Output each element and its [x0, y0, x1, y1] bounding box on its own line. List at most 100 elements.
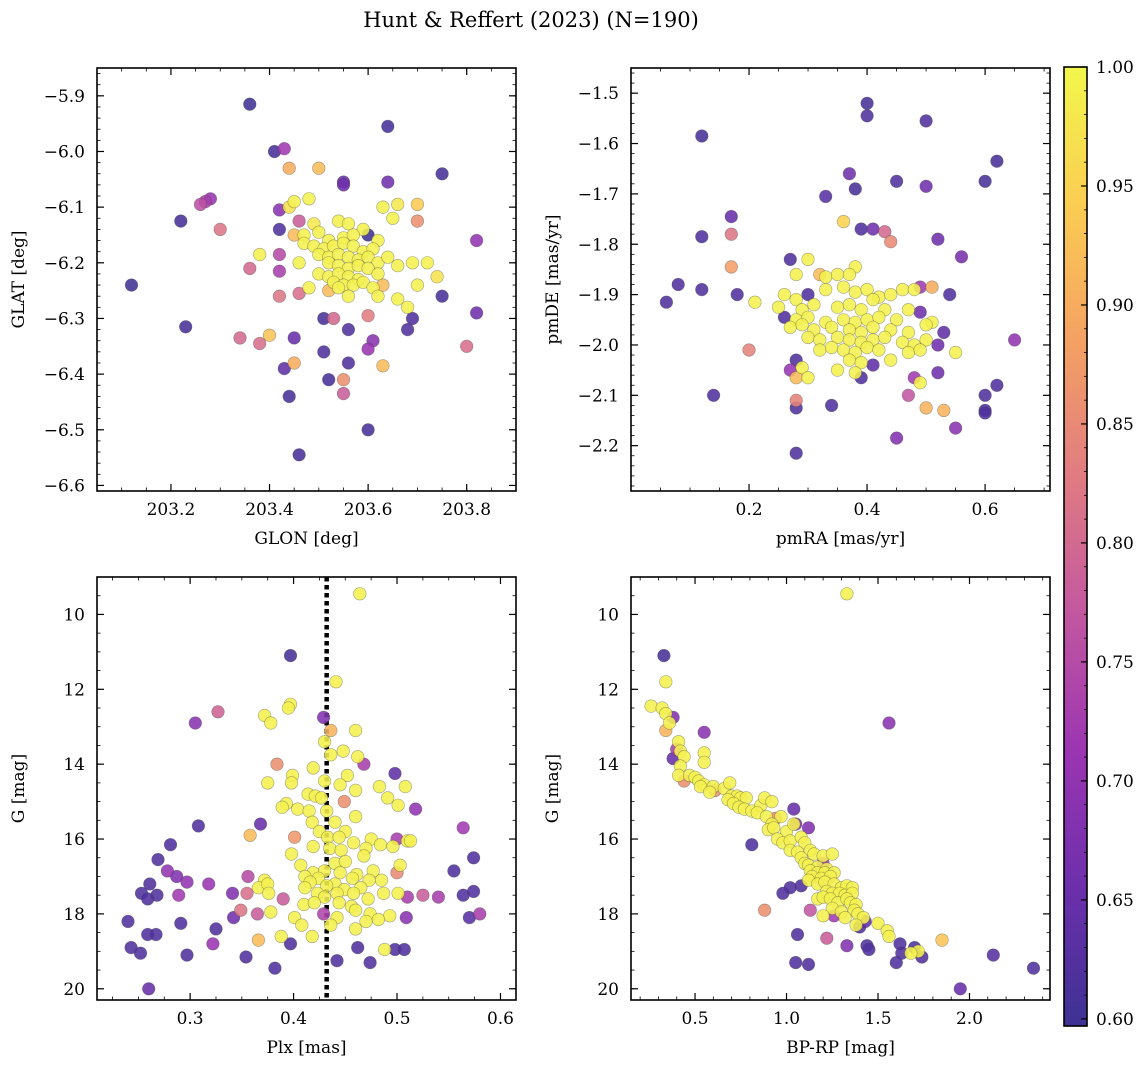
scatter-points: [644, 587, 1041, 996]
colorbar-tick-label: 0.65: [1096, 891, 1134, 911]
data-point: [986, 948, 1000, 962]
data-point: [830, 300, 845, 314]
data-point: [356, 222, 370, 236]
data-point: [381, 119, 395, 133]
x-axis-label: BP-RP [mag]: [786, 1038, 895, 1058]
data-point: [371, 289, 385, 303]
colorbar-tick-label: 0.75: [1096, 653, 1134, 673]
data-point: [264, 905, 278, 919]
data-point: [748, 295, 762, 309]
data-point: [262, 886, 276, 900]
data-point: [251, 933, 265, 947]
data-point: [341, 217, 356, 231]
data-point: [275, 800, 289, 814]
y-tick-label: −6.3: [44, 309, 85, 329]
data-point: [659, 675, 673, 689]
data-point: [351, 940, 365, 955]
axes-frame: [96, 576, 517, 1001]
data-point: [824, 398, 839, 413]
data-point: [317, 907, 331, 921]
y-tick-label: −6.0: [44, 142, 85, 162]
panel-glon-glat: 203.2 203.4 203.6 203.8 −6.6 −6.5 −6.4 −6.3 −6.2…: [9, 67, 517, 549]
data-point: [978, 388, 992, 402]
data-point: [901, 325, 916, 340]
data-point: [913, 376, 927, 390]
x-tick-label: 0.6: [972, 500, 999, 520]
data-point: [341, 323, 356, 337]
y-tick-label: 14: [63, 755, 85, 775]
data-point: [840, 587, 854, 601]
data-point: [341, 356, 356, 370]
data-point: [405, 256, 420, 270]
data-point: [174, 916, 188, 930]
data-point: [333, 866, 347, 880]
x-tick-label: 2.0: [956, 1009, 983, 1029]
data-point: [371, 267, 385, 281]
data-point: [213, 222, 227, 236]
data-point: [353, 587, 367, 601]
data-point: [391, 292, 405, 306]
data-point: [842, 167, 857, 181]
data-point: [163, 838, 178, 852]
data-point: [294, 858, 308, 872]
data-point: [467, 851, 481, 865]
data-point: [954, 250, 969, 264]
data-point: [913, 305, 927, 319]
data-point: [840, 939, 854, 953]
data-point: [790, 927, 805, 942]
data-point: [287, 331, 301, 345]
data-point: [878, 225, 892, 239]
data-point: [143, 877, 157, 891]
data-point: [283, 648, 298, 663]
data-point: [813, 343, 827, 357]
data-point: [824, 320, 839, 334]
data-point: [376, 359, 390, 373]
data-point: [141, 927, 155, 942]
y-tick-label: −1.7: [578, 185, 619, 205]
data-point: [943, 288, 957, 302]
data-point: [225, 886, 240, 900]
data-point: [371, 912, 386, 927]
colorbar: 0.60 0.65 0.70 0.75 0.80 0.85 0.90 0.95 1.00: [1063, 58, 1134, 1030]
axes-frame: [630, 67, 1051, 492]
data-point: [410, 278, 425, 292]
data-point: [357, 849, 371, 863]
data-point: [435, 167, 449, 181]
data-point: [473, 907, 487, 921]
figure-title: Hunt & Reffert (2023) (N=190): [363, 8, 699, 32]
data-point: [305, 929, 319, 944]
data-point: [937, 325, 951, 340]
data-point: [405, 311, 420, 326]
data-point: [671, 277, 685, 292]
data-point: [277, 142, 291, 156]
data-point: [284, 776, 299, 790]
x-tick-label: 0.5: [384, 1009, 411, 1029]
data-point: [842, 267, 857, 282]
data-point: [291, 802, 305, 816]
y-tick-label: 16: [597, 830, 619, 850]
y-tick-label: 10: [63, 605, 85, 625]
data-point: [234, 903, 248, 917]
data-point: [292, 448, 306, 462]
data-point: [124, 278, 139, 292]
x-tick-label: 203.6: [344, 500, 393, 520]
data-point: [860, 109, 874, 123]
data-point: [272, 289, 287, 303]
data-point: [321, 830, 335, 844]
data-point: [860, 340, 874, 355]
data-point: [305, 815, 319, 829]
data-point: [333, 778, 347, 792]
data-point: [435, 289, 449, 303]
data-point: [330, 954, 344, 968]
colorbar-tick-label: 0.90: [1096, 296, 1134, 316]
data-point: [338, 854, 352, 869]
data-point: [243, 828, 257, 842]
data-point: [948, 345, 963, 360]
colorbar-tick-label: 0.80: [1096, 534, 1134, 554]
data-point: [931, 232, 945, 246]
data-point: [836, 280, 851, 294]
scatter-points: [124, 97, 484, 462]
y-tick-label: −1.9: [578, 286, 619, 306]
data-point: [373, 838, 388, 852]
